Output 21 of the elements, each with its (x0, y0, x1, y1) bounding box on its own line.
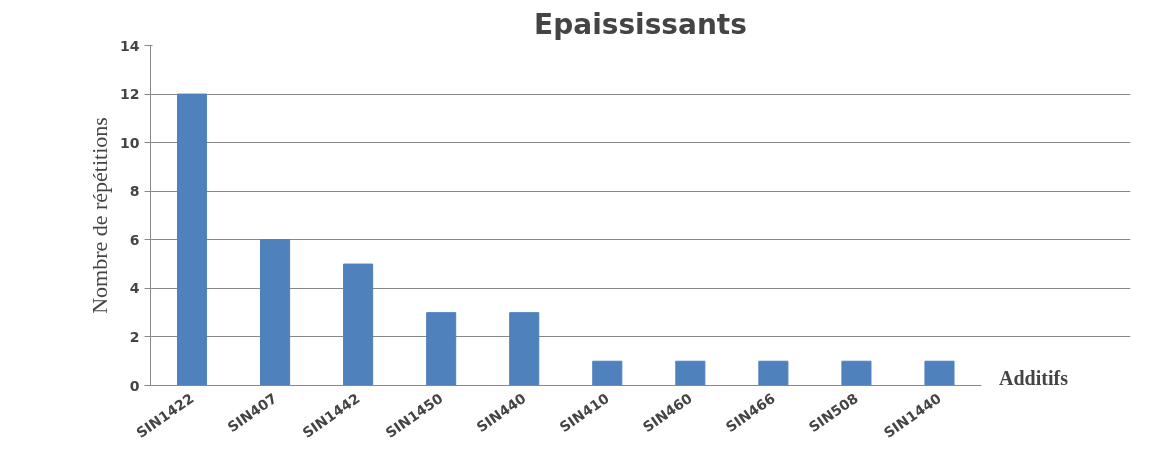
bar (841, 360, 872, 386)
x-axis-title: Additifs (999, 366, 1069, 389)
bar (260, 239, 291, 386)
y-tick-label: 4 (129, 280, 140, 297)
y-tick-label: 0 (129, 377, 140, 394)
bar (343, 263, 374, 386)
bar (675, 360, 706, 386)
y-tick-label: 12 (120, 86, 140, 103)
y-tick-label: 2 (129, 328, 140, 345)
bar (924, 360, 955, 386)
y-tick-label: 8 (129, 183, 140, 200)
y-tick-label: 14 (120, 37, 140, 54)
bar (758, 360, 789, 386)
y-tick-label: 10 (120, 134, 140, 151)
bar (592, 360, 623, 386)
bar (509, 312, 540, 386)
bar (426, 312, 457, 386)
bar (176, 93, 208, 386)
y-tick-label: 6 (129, 231, 140, 248)
y-axis-title: Nombre de répétitions (87, 117, 113, 314)
chart-title: Epaississants (534, 7, 747, 41)
